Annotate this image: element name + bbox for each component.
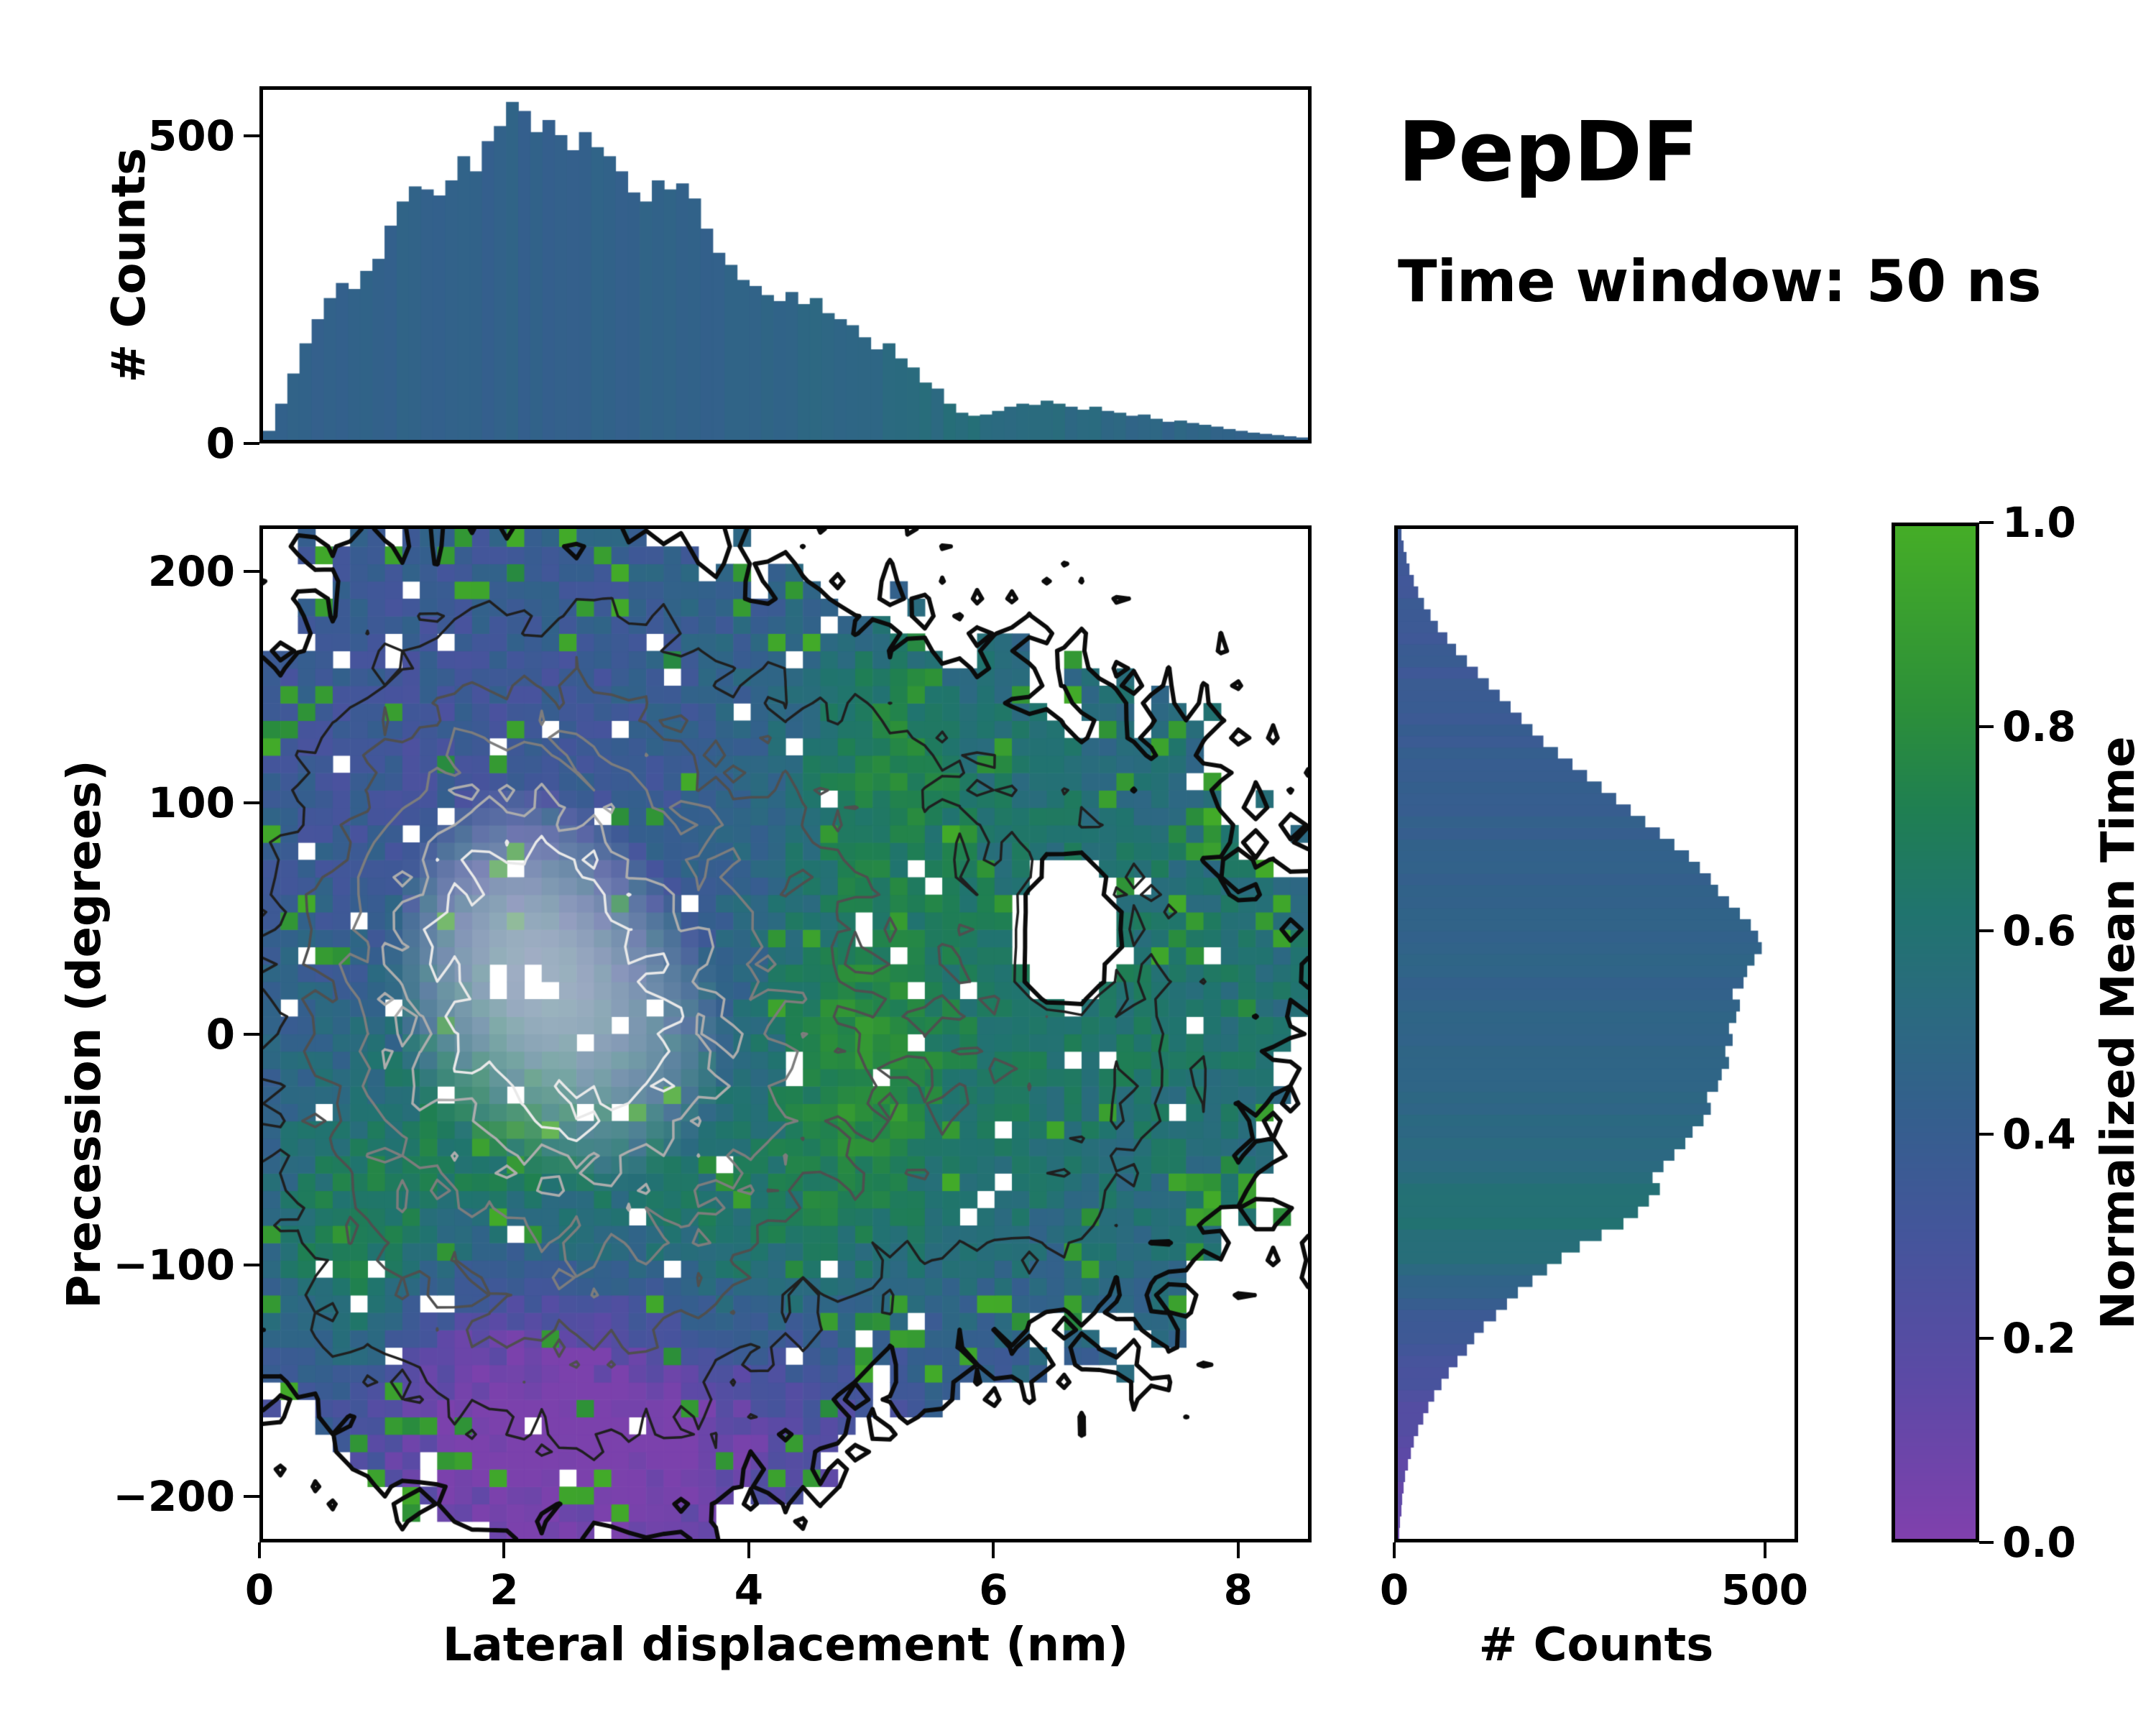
colorbar-canvas xyxy=(1895,526,1976,1539)
tick-mark xyxy=(1979,1541,1994,1544)
colorbar-label: Normalized Mean Time xyxy=(2092,735,2145,1330)
y-tick-label: −200 xyxy=(113,1471,235,1521)
right-hist-x-axis-label: # Counts xyxy=(1478,1619,1714,1672)
tick-mark xyxy=(1979,1133,1994,1136)
tick-mark xyxy=(244,1032,259,1036)
top-hist-y-tick-label: 500 xyxy=(147,111,235,160)
tick-mark xyxy=(244,570,259,574)
colorbar-panel xyxy=(1892,523,1979,1542)
x-tick-label: 4 xyxy=(734,1565,764,1614)
colorbar-tick-label: 1.0 xyxy=(2002,498,2076,547)
y-tick-label: 0 xyxy=(206,1009,235,1059)
tick-mark xyxy=(992,1542,995,1558)
x-tick-label: 6 xyxy=(979,1565,1008,1614)
y-tick-label: 100 xyxy=(147,778,235,827)
tick-mark xyxy=(244,442,259,445)
colorbar-tick-label: 0.2 xyxy=(2002,1314,2076,1363)
tick-mark xyxy=(1979,929,1994,932)
tick-mark xyxy=(1979,1337,1994,1340)
tick-mark xyxy=(502,1542,506,1558)
chart-subtitle: Time window: 50 ns xyxy=(1398,248,2042,315)
tick-mark xyxy=(258,1542,261,1558)
right-histogram-canvas xyxy=(1398,529,1795,1539)
top-hist-y-axis-label: # Counts xyxy=(103,147,156,382)
tick-mark xyxy=(1979,521,1994,524)
right-hist-x-tick-label: 500 xyxy=(1721,1565,1809,1614)
tick-mark xyxy=(747,1542,750,1558)
tick-mark xyxy=(244,801,259,804)
top-hist-y-tick-label: 0 xyxy=(206,419,235,468)
colorbar-tick-label: 0.4 xyxy=(2002,1110,2076,1159)
x-tick-label: 2 xyxy=(489,1565,519,1614)
tick-mark xyxy=(1979,724,1994,728)
y-tick-label: 200 xyxy=(147,547,235,597)
tick-mark xyxy=(1393,1542,1396,1558)
heatmap-canvas xyxy=(263,529,1308,1539)
tick-mark xyxy=(244,1494,259,1498)
y-tick-label: −100 xyxy=(113,1241,235,1290)
tick-mark xyxy=(1763,1542,1766,1558)
top-histogram-canvas xyxy=(263,90,1308,440)
colorbar-tick-label: 0.6 xyxy=(2002,906,2076,955)
y-axis-label: Precession (degrees) xyxy=(58,759,111,1309)
heatmap-panel xyxy=(259,525,1312,1542)
right-hist-x-tick-label: 0 xyxy=(1379,1565,1409,1614)
chart-title: PepDF xyxy=(1398,104,1699,201)
x-axis-label: Lateral displacement (nm) xyxy=(442,1619,1129,1672)
colorbar-tick-label: 0.0 xyxy=(2002,1518,2076,1567)
tick-mark xyxy=(1236,1542,1240,1558)
top-histogram-panel xyxy=(259,86,1312,443)
x-tick-label: 0 xyxy=(244,1565,275,1614)
x-tick-label: 8 xyxy=(1223,1565,1253,1614)
colorbar-tick-label: 0.8 xyxy=(2002,702,2076,751)
tick-mark xyxy=(244,134,259,137)
right-histogram-panel xyxy=(1394,525,1798,1542)
tick-mark xyxy=(244,1264,259,1267)
